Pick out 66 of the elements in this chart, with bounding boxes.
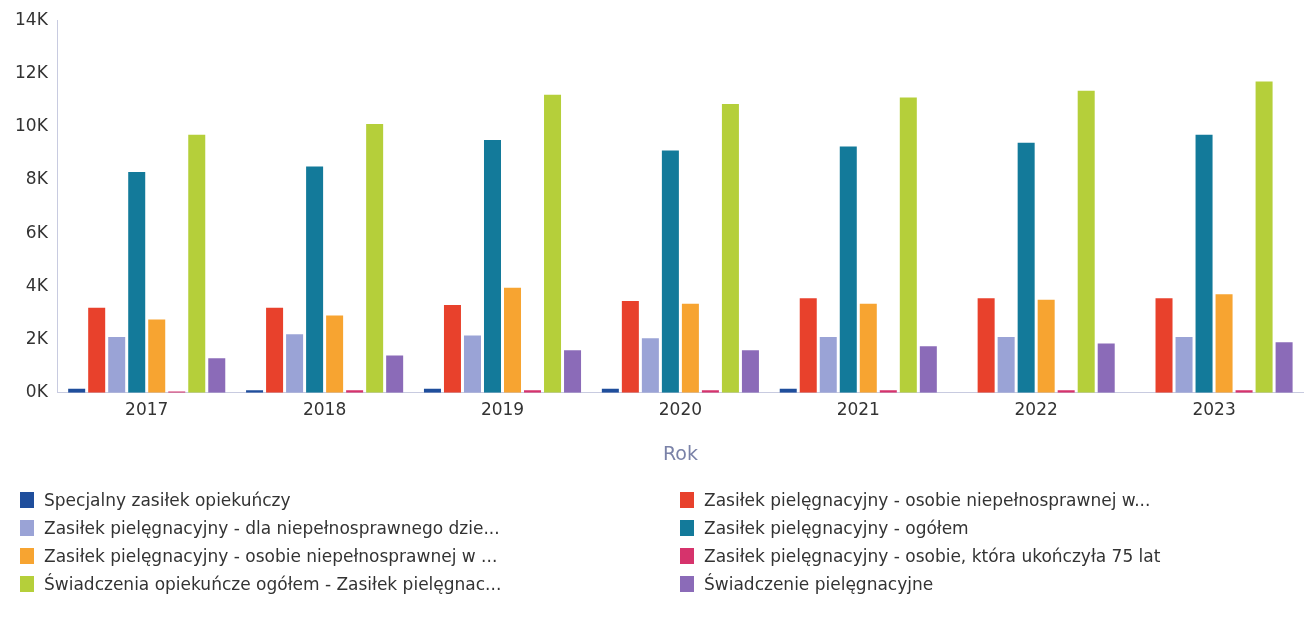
bar [1037,299,1055,393]
bar [564,350,582,393]
bar [1175,336,1193,393]
bar [661,150,679,393]
bar [266,307,284,393]
legend-label: Świadczenie pielęgnacyjne [704,574,934,594]
y-tick-label: 0K [25,381,49,402]
legend-label: Zasiłek pielęgnacyjny - osobie, która ukończyła 75 lat [704,546,1161,566]
bar [859,303,877,393]
legend-label: Zasiłek pielęgnacyjny - osobie niepełnosprawnej w ... [44,546,498,566]
legend-label: Zasiłek pielęgnacyjny - osobie niepełnosprawnej w... [704,490,1151,510]
bar [88,307,106,393]
y-tick-label: 2K [25,327,49,348]
legend-label: Świadczenia opiekuńcze ogółem - Zasiłek pielęgnac... [44,574,502,594]
bar [1017,142,1035,393]
x-axis-title: Rok [662,441,698,464]
y-tick-label: 10K [15,115,49,136]
y-tick-label: 8K [25,168,49,189]
y-tick-label: 12K [15,61,49,82]
x-tick-label: 2018 [302,399,347,420]
bar [128,171,146,393]
x-tick-label: 2019 [480,399,525,420]
bar [148,319,166,393]
y-tick-label: 6K [25,221,49,242]
bar [899,97,917,393]
bar [997,336,1015,393]
bar [108,336,126,393]
bar [919,346,937,393]
legend-label: Zasiłek pielęgnacyjny - ogółem [704,518,969,538]
x-tick-label: 2021 [836,399,880,420]
bar [819,336,837,393]
bar [1195,134,1213,393]
legend-label: Zasiłek pielęgnacyjny - dla niepełnosprawnego dzie... [44,518,500,538]
bar [306,166,324,393]
bar [463,335,481,393]
bar [681,303,699,393]
bar [366,124,384,393]
bar [188,134,206,393]
bar [799,298,817,393]
bar [641,338,659,393]
x-tick-label: 2020 [658,399,703,420]
bar [326,315,344,393]
bar [286,334,304,393]
bar [386,355,404,393]
x-tick-label: 2017 [125,399,169,420]
bar [1215,294,1233,393]
legend-label: Specjalny zasiłek opiekuńczy [44,490,291,510]
bar [621,300,639,393]
bar [443,304,461,393]
bar [483,139,501,393]
bar [721,104,739,393]
bar [1255,81,1273,393]
y-tick-label: 4K [25,274,49,295]
bar [1275,342,1293,393]
bar [504,287,522,393]
bar [1097,343,1115,393]
bar [741,350,759,393]
y-tick-label: 14K [15,8,49,29]
bar [544,94,562,393]
bar [839,146,857,393]
bar [1077,90,1095,393]
bar [1155,298,1173,393]
x-tick-label: 2023 [1192,399,1236,420]
bar [208,358,226,393]
bar [977,298,995,393]
x-tick-label: 2022 [1014,399,1058,420]
